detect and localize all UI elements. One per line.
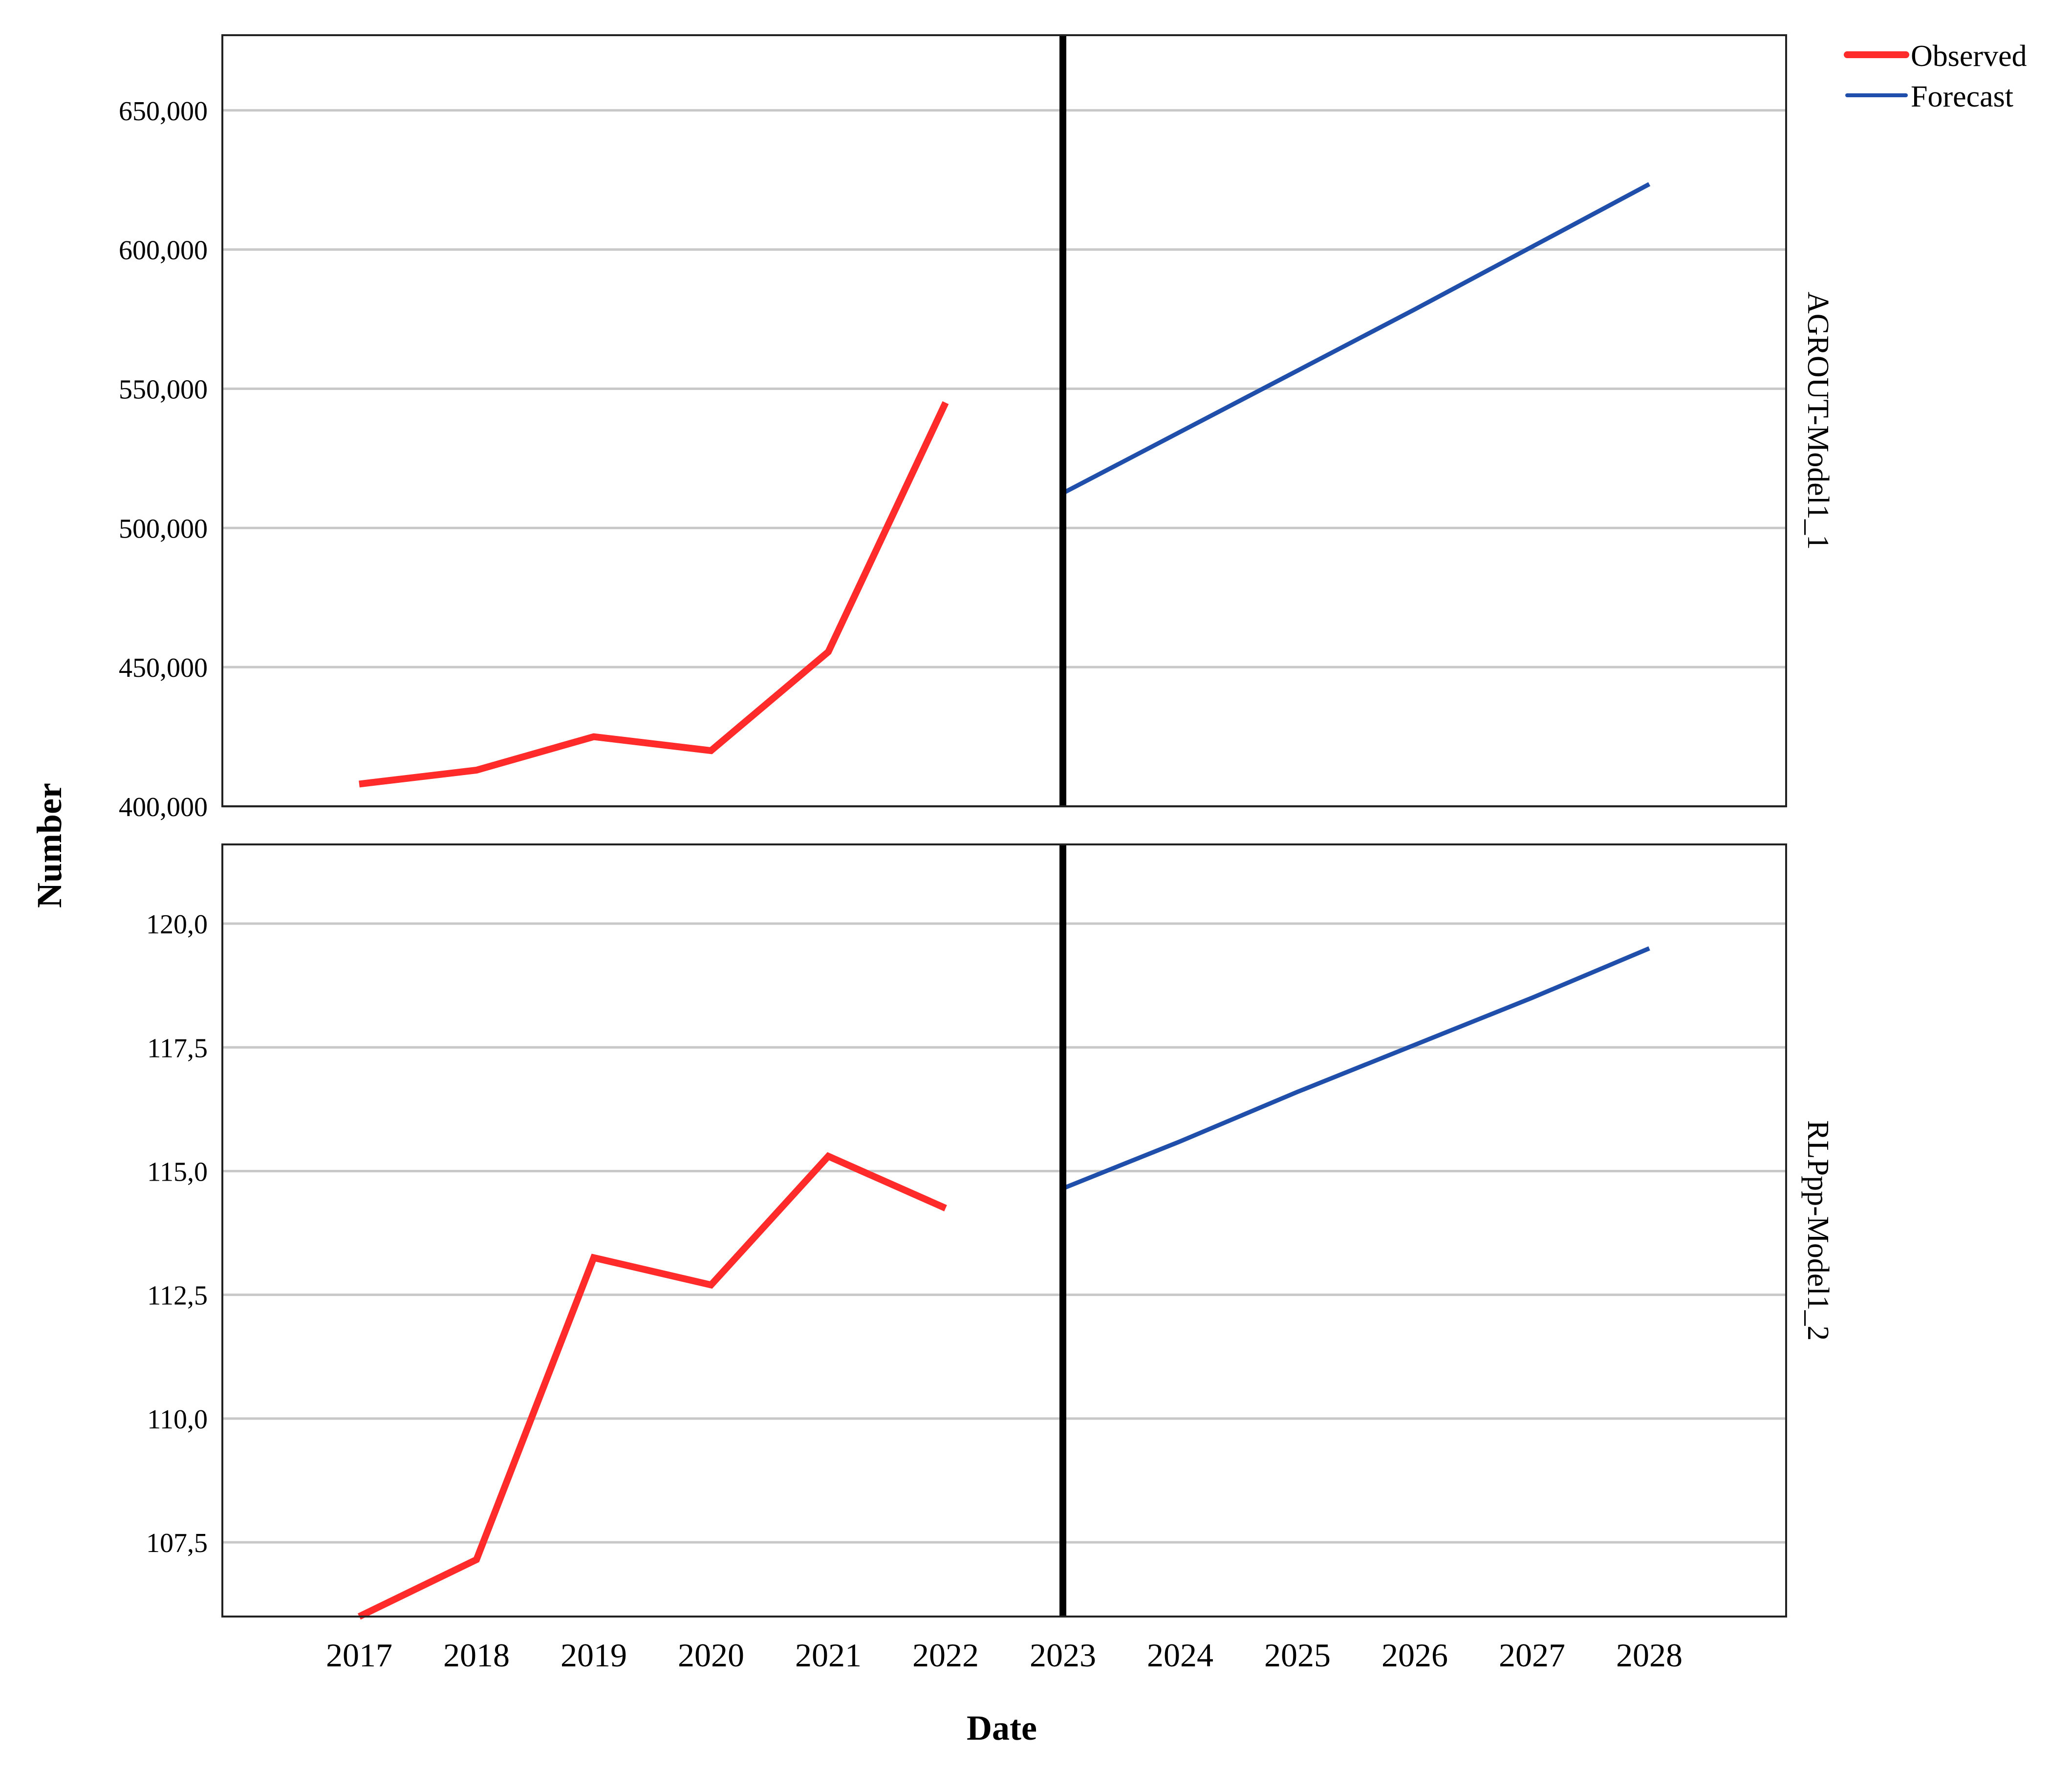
x-tick-label: 2018 bbox=[443, 1637, 510, 1674]
panel-agrout-y-tick-label: 600,000 bbox=[119, 236, 208, 266]
panel-rlppp-y-tick-label: 110,0 bbox=[147, 1404, 208, 1435]
panel-rlppp-label: RLPpp-Model1_2 bbox=[1801, 1120, 1835, 1340]
panel-rlppp-frame bbox=[221, 843, 1787, 1618]
panel-rlppp-y-tick-label: 117,5 bbox=[147, 1033, 208, 1063]
y-axis-title: Number bbox=[30, 783, 69, 908]
panel-rlppp-observed-line bbox=[357, 1152, 947, 1620]
panel-rlppp-y-tick-label: 112,5 bbox=[147, 1281, 208, 1311]
panel-agrout-forecast-line bbox=[1061, 182, 1651, 496]
x-tick-label: 2020 bbox=[678, 1637, 744, 1674]
panel-agrout-y-tick-label: 550,000 bbox=[119, 374, 208, 405]
panel-agrout-frame bbox=[221, 34, 1787, 807]
panel-agrout: 400,000 450,000 500,000 550,000 600,000 650,0… bbox=[119, 34, 1835, 822]
panel-rlppp-y-tick-label: 120,0 bbox=[146, 909, 208, 940]
panel-agrout-y-tick-label: 400,000 bbox=[119, 792, 208, 822]
panel-rlppp-forecast-line bbox=[1062, 946, 1650, 1191]
panel-agrout-y-tick-label: 450,000 bbox=[119, 653, 208, 683]
panel-rlppp-gridlines bbox=[222, 922, 1786, 1544]
panel-rlppp-y-tick-label: 107,5 bbox=[146, 1528, 208, 1558]
legend-observed-label: Observed bbox=[1911, 40, 2027, 73]
panel-agrout-observed-line bbox=[359, 401, 949, 788]
panel-agrout-label: AGROUT-Model1_1 bbox=[1801, 292, 1835, 550]
panel-agrout-y-tick-label: 500,000 bbox=[119, 514, 208, 544]
panel-rlppp-y-tick-label: 115,0 bbox=[147, 1157, 208, 1187]
panel-rlppp-y-ticks: 107,5 110,0 112,5 115,0 117,5 120,0 bbox=[146, 909, 208, 1558]
x-tick-label: 2017 bbox=[326, 1637, 392, 1674]
x-tick-label: 2019 bbox=[561, 1637, 627, 1674]
x-tick-label: 2026 bbox=[1381, 1637, 1448, 1674]
panel-agrout-y-tick-label: 650,000 bbox=[119, 96, 208, 127]
panel-agrout-series bbox=[359, 182, 1651, 788]
x-tick-label: 2021 bbox=[795, 1637, 862, 1674]
x-tick-label: 2024 bbox=[1147, 1637, 1213, 1674]
panel-rlppp: 107,5 110,0 112,5 115,0 117,5 120,0 RLPpp-Mod… bbox=[146, 843, 1835, 1620]
x-tick-label: 2027 bbox=[1499, 1637, 1565, 1674]
x-axis-ticks: 2017 2018 2019 2020 2021 2022 2023 2024 2025 2026… bbox=[326, 1637, 1683, 1674]
x-axis-title: Date bbox=[967, 1708, 1037, 1747]
legend-forecast-label: Forecast bbox=[1911, 80, 2013, 113]
x-tick-label: 2022 bbox=[912, 1637, 979, 1674]
legend: Observed Forecast bbox=[1844, 40, 2027, 113]
x-tick-label: 2023 bbox=[1030, 1637, 1096, 1674]
x-tick-label: 2028 bbox=[1616, 1637, 1683, 1674]
panel-rlppp-series bbox=[357, 946, 1650, 1620]
x-tick-label: 2025 bbox=[1264, 1637, 1331, 1674]
panel-agrout-y-ticks: 400,000 450,000 500,000 550,000 600,000 650,0… bbox=[119, 96, 208, 822]
